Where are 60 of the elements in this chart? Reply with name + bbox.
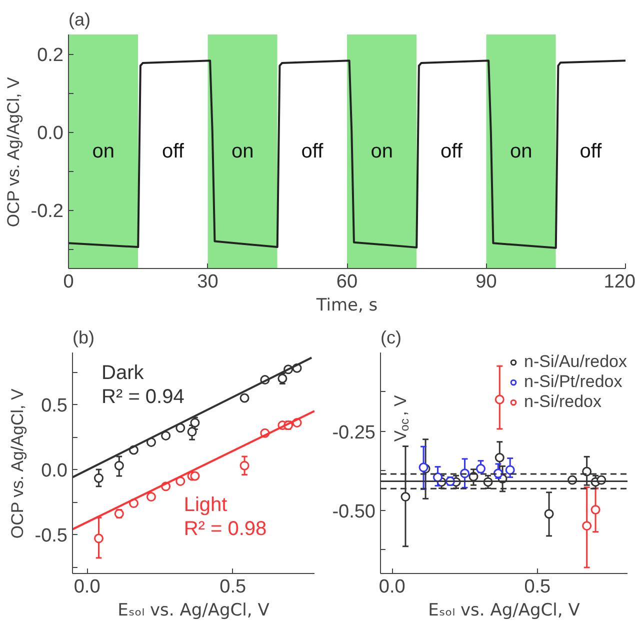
chart-title: (a) <box>68 10 90 30</box>
band-label: off <box>162 140 184 162</box>
x-tick-label: 0.5 <box>524 576 551 598</box>
x-tick-label: 0 <box>63 272 74 292</box>
legend-label: n-Si/Au/redox <box>524 352 627 372</box>
x-axis-title: Time, s <box>315 296 378 316</box>
point <box>400 492 410 502</box>
chart-title: (c) <box>380 328 402 348</box>
point <box>240 393 250 403</box>
x-axis-title: Eₛₒₗ vs. Ag/AgCl, V <box>428 600 580 620</box>
band-label: on <box>510 140 532 162</box>
line-series <box>68 60 626 249</box>
x-tick-label: 0.0 <box>74 576 100 598</box>
legend-label: n-Si/Pt/redox <box>524 372 622 392</box>
point <box>582 521 592 531</box>
x-tick-label: 0.0 <box>378 576 406 598</box>
band-label: off <box>301 140 324 162</box>
y-tick-label: 0.0 <box>37 123 64 144</box>
point <box>544 509 554 519</box>
y-tick-label: 0.0 <box>41 460 68 482</box>
y-tick-label: -0.50 <box>332 501 376 522</box>
point <box>494 394 504 404</box>
point <box>114 460 124 470</box>
series-label: Light <box>184 494 228 516</box>
y-axis-title: Voc, V <box>391 394 412 442</box>
x-tick-label: 0.5 <box>220 576 246 598</box>
y-tick-label: -0.2 <box>30 201 64 222</box>
text: Dark <box>102 362 145 384</box>
legend-label: n-Si/redox <box>524 392 602 412</box>
point <box>190 471 200 481</box>
point <box>161 430 171 440</box>
y-tick-label: -0.25 <box>332 422 376 444</box>
band-label: off <box>440 140 463 162</box>
band-label: off <box>580 140 602 162</box>
y-axis-title: OCP vs. Ag/AgCl, V <box>4 76 23 228</box>
point <box>240 460 250 470</box>
band-label: on <box>92 140 114 162</box>
point <box>494 452 504 462</box>
point <box>176 476 186 486</box>
point <box>476 464 486 474</box>
x-tick-label: 30 <box>197 272 218 292</box>
band-label: on <box>231 140 254 162</box>
annotation: R² = 0.94 <box>102 386 184 408</box>
x-tick-label: 60 <box>336 272 358 292</box>
annotation: R² = 0.98 <box>184 518 267 540</box>
y-axis-title: OCP vs. Ag/AgCl, V <box>8 388 27 539</box>
point <box>146 492 156 502</box>
chart-title: (b) <box>72 328 94 348</box>
x-axis-title: Eₛₒₗ vs. Ag/AgCl, V <box>118 600 270 620</box>
y-tick-label: 0.2 <box>37 45 64 66</box>
point <box>590 504 600 514</box>
band-label: on <box>370 140 393 162</box>
x-tick-label: 120 <box>604 272 635 292</box>
point <box>94 534 104 544</box>
x-tick-label: 90 <box>476 272 497 292</box>
y-tick-label: -0.5 <box>34 526 68 546</box>
point <box>582 466 592 476</box>
point <box>94 473 104 483</box>
point <box>505 465 515 475</box>
y-tick-label: 0.5 <box>41 396 68 416</box>
